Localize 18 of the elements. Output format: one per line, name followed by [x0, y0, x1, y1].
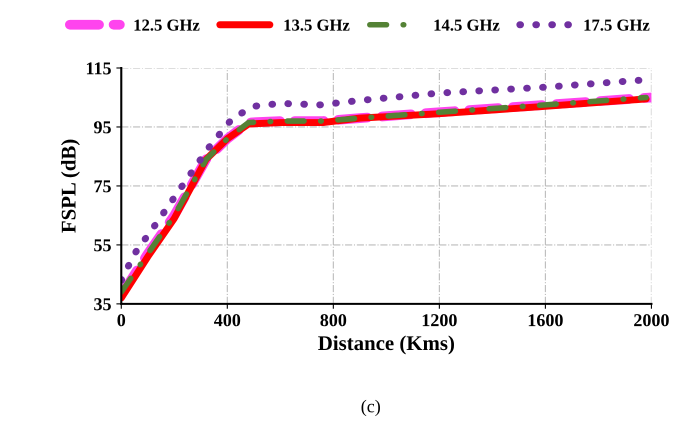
- y-tick-label: 35: [94, 298, 111, 310]
- legend-label: 17.5 GHz: [584, 20, 650, 31]
- x-tick-label: 800: [320, 314, 346, 326]
- y-axis-title: FSPL (dB): [61, 140, 80, 233]
- text: (c): [362, 400, 380, 416]
- legend-label: 12.5 GHz: [134, 20, 200, 31]
- x-axis-title: Distance (Kms): [318, 336, 454, 354]
- x-tick-label: 0: [117, 314, 126, 326]
- x-tick-label: 400: [214, 314, 240, 326]
- x-tick-label: 1200: [422, 314, 457, 326]
- x-tick-label: 2000: [634, 314, 669, 326]
- y-tick-label: 55: [94, 239, 111, 252]
- legend-label: 13.5 GHz: [284, 20, 350, 31]
- x-tick-label: 1600: [528, 314, 563, 326]
- y-tick-label: 115: [86, 62, 111, 74]
- legend-label: 14.5 GHz: [434, 20, 500, 31]
- y-tick-label: 95: [94, 121, 111, 134]
- y-tick-label: 75: [94, 180, 111, 192]
